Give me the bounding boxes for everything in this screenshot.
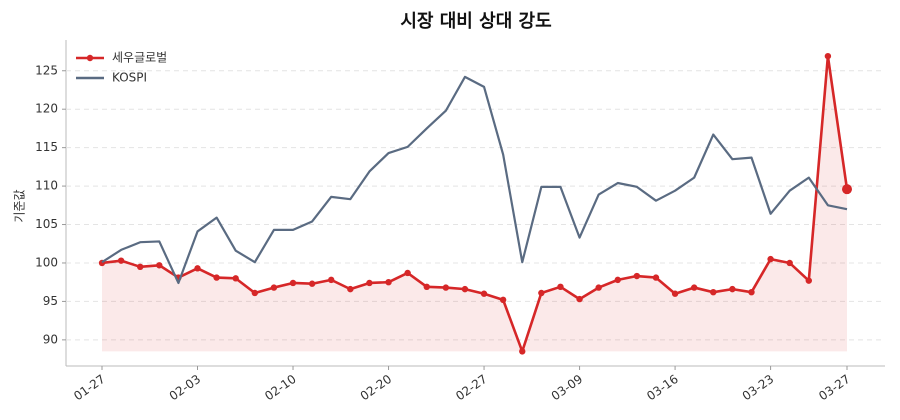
point: [156, 262, 163, 269]
point: [652, 274, 660, 281]
point: [423, 283, 430, 291]
chart-title: 시장 대비 상대 강도: [400, 11, 551, 32]
point: [595, 284, 602, 291]
series-line: [101, 54, 849, 353]
x-tick-label: 02-03: [167, 372, 204, 403]
x-tick-label: 02-27: [453, 372, 490, 403]
x-tick-label: 03-09: [549, 372, 586, 403]
x-tick-label: 03-23: [740, 372, 777, 403]
legend-marker: [86, 54, 94, 62]
x-tick-label: 02-20: [358, 372, 395, 403]
legend-label: KOSPI: [112, 71, 147, 85]
point: [385, 278, 392, 286]
point: [213, 274, 220, 281]
legend-label: 세우글로벌: [112, 51, 167, 65]
point: [519, 348, 526, 355]
series-line: [101, 75, 848, 285]
point: [499, 296, 507, 304]
x-tick-label: 03-16: [644, 372, 681, 403]
point: [767, 255, 774, 263]
point: [557, 283, 564, 291]
point: [442, 284, 450, 291]
x-tick-label: 01-27: [71, 372, 108, 403]
point: [633, 272, 641, 280]
point: [289, 279, 297, 287]
y-tick-label: 125: [35, 63, 58, 77]
y-tick-label: 90: [43, 332, 58, 346]
y-tick-label: 115: [35, 140, 58, 154]
point: [404, 269, 411, 277]
point: [347, 285, 354, 293]
y-tick-label: 110: [35, 179, 58, 193]
point: [710, 288, 717, 296]
point: [232, 275, 239, 282]
point: [308, 280, 316, 287]
point: [671, 290, 679, 297]
point: [824, 52, 832, 60]
point: [328, 276, 335, 284]
point: [805, 277, 812, 284]
point: [251, 289, 259, 297]
point: [748, 288, 755, 296]
point: [137, 263, 144, 271]
point: [786, 259, 793, 267]
point: [194, 265, 201, 272]
point: [576, 295, 583, 303]
point: [690, 284, 698, 291]
point: [614, 276, 621, 284]
x-tick-label: 03-27: [816, 372, 853, 403]
point: [366, 279, 373, 287]
y-axis-label: 기준값: [13, 189, 27, 222]
point: [729, 285, 736, 293]
y-tick-label: 95: [43, 294, 58, 308]
point: [270, 284, 278, 291]
point: [480, 290, 488, 297]
point: [842, 184, 852, 195]
point: [461, 285, 469, 293]
y-tick-label: 100: [35, 255, 58, 269]
y-tick-label: 120: [35, 102, 58, 116]
area: [102, 56, 847, 352]
x-tick-label: 02-10: [262, 372, 299, 403]
point: [538, 289, 545, 297]
y-tick-label: 105: [35, 217, 58, 231]
point: [117, 257, 125, 264]
